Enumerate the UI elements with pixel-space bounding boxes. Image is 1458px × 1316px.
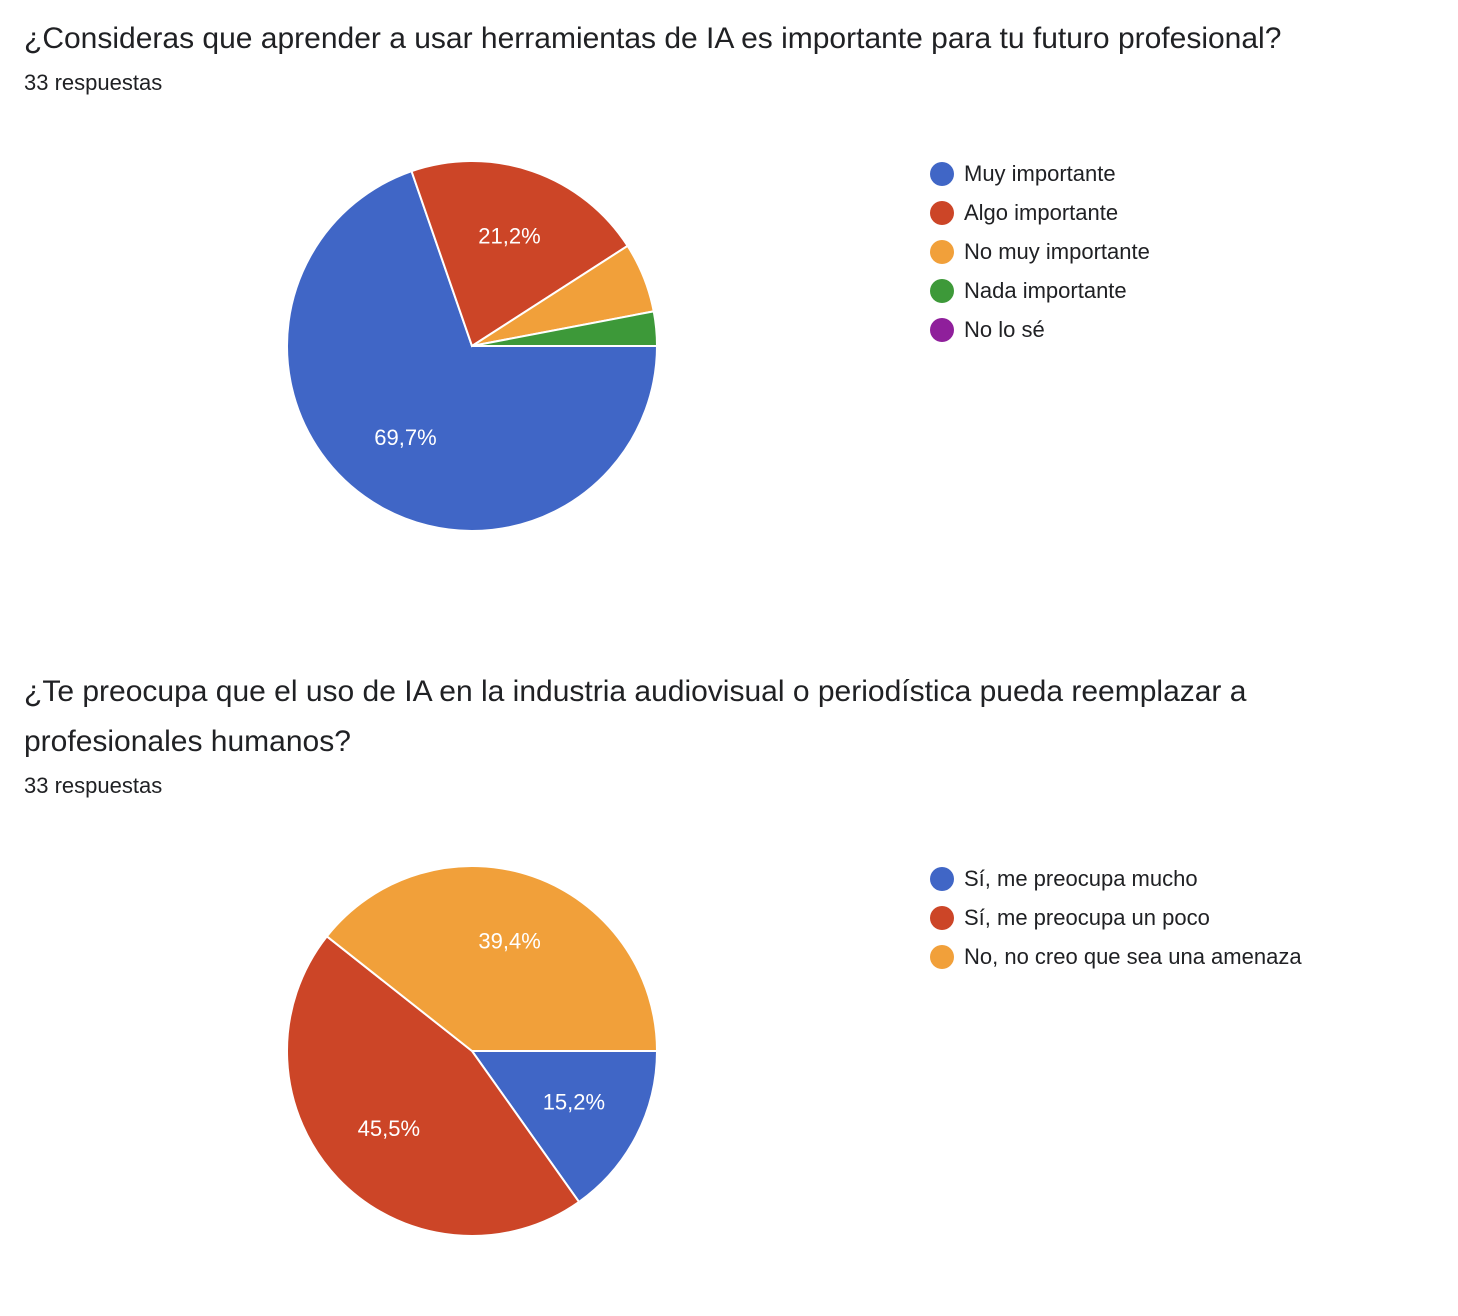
pie-slice bbox=[286, 934, 581, 1237]
chart-subtitle: 33 respuestas bbox=[24, 70, 163, 95]
chart-title: ¿Te preocupa que el uso de IA en la indu… bbox=[24, 675, 1247, 758]
legend-marker bbox=[930, 318, 954, 342]
legend-marker bbox=[930, 945, 954, 969]
data-label: 21,2% bbox=[478, 223, 540, 248]
chart: 15,2% 45,5% 39,4% Sí, me preocupa mucho Sí, … bbox=[286, 865, 1302, 1237]
legend-marker bbox=[930, 279, 954, 303]
legend-marker bbox=[930, 906, 954, 930]
data-label: 69,7% bbox=[374, 425, 436, 450]
legend-marker bbox=[930, 162, 954, 186]
legend-label: Muy importante bbox=[964, 161, 1116, 186]
legend-label: Sí, me preocupa mucho bbox=[964, 866, 1198, 891]
legend-label: No, no creo que sea una amenaza bbox=[964, 944, 1302, 969]
pie-slice bbox=[325, 865, 659, 1052]
pie-slice bbox=[410, 160, 629, 348]
data-label: 15,2% bbox=[543, 1089, 605, 1114]
data-label: 39,4% bbox=[478, 928, 540, 953]
legend-label: Nada importante bbox=[964, 278, 1127, 303]
legend-label: No muy importante bbox=[964, 239, 1150, 264]
chart-title: ¿Consideras que aprender a usar herramie… bbox=[24, 22, 1282, 55]
legend-label: No lo sé bbox=[964, 317, 1045, 342]
legend-label: Algo importante bbox=[964, 200, 1118, 225]
pie-slice bbox=[470, 1050, 659, 1204]
legend-label: Sí, me preocupa un poco bbox=[964, 905, 1210, 930]
legend-marker bbox=[930, 240, 954, 264]
data-label: 45,5% bbox=[358, 1116, 420, 1141]
pie-slice bbox=[286, 169, 659, 532]
legend-marker bbox=[930, 201, 954, 225]
chart: 69,7% 21,2% Muy importante Algo importante N… bbox=[286, 160, 1150, 532]
chart-subtitle: 33 respuestas bbox=[24, 773, 163, 798]
legend-marker bbox=[930, 867, 954, 891]
